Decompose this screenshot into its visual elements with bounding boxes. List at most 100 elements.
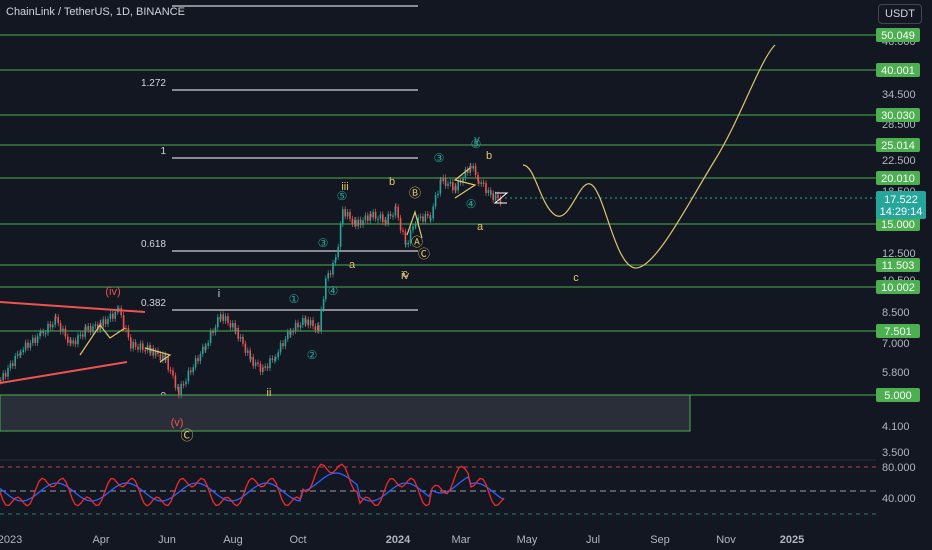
- candle-body: [385, 219, 387, 224]
- triangle-pattern: [79, 323, 126, 356]
- candle-body: [339, 224, 342, 247]
- candle-body: [162, 354, 164, 361]
- candle-body: [455, 186, 457, 191]
- candle-body: [202, 346, 204, 355]
- candle-body: [266, 366, 269, 369]
- osc-tick-label: 40.000: [882, 493, 916, 505]
- candle-body: [244, 343, 247, 353]
- candle-body: [122, 315, 125, 328]
- candle-body: [318, 325, 320, 331]
- candle-body: [478, 181, 480, 184]
- candle-body: [359, 219, 362, 226]
- candle-body: [109, 313, 112, 320]
- candle-body: [494, 194, 497, 201]
- candle-body: [55, 316, 57, 319]
- candle-body: [114, 311, 116, 319]
- candle-body: [104, 319, 107, 325]
- fib-label: 0.382: [141, 298, 166, 309]
- candle-body: [214, 327, 217, 333]
- candle-body: [257, 362, 259, 365]
- candle-body: [409, 230, 412, 243]
- candle-body: [367, 215, 369, 221]
- candle-body: [407, 242, 409, 245]
- wave-label: ④: [466, 197, 477, 211]
- candle-body: [237, 328, 239, 339]
- candle-body: [172, 370, 174, 376]
- candle-body: [364, 215, 367, 221]
- candle-body: [282, 343, 284, 347]
- candle-body: [182, 383, 185, 386]
- candle-body: [447, 183, 449, 186]
- candle-body: [312, 320, 314, 327]
- candle-body: [271, 358, 274, 360]
- candle-body: [404, 231, 407, 245]
- candle-body: [305, 319, 307, 324]
- candle-body: [42, 331, 44, 334]
- candle-body: [490, 193, 492, 195]
- candle-body: [107, 319, 109, 325]
- candle-body: [32, 337, 34, 344]
- candle-body: [47, 323, 49, 333]
- x-tick-label: 2023: [0, 534, 22, 546]
- upper-trendline: [0, 301, 146, 313]
- candle-body: [307, 319, 309, 326]
- wave-label: b: [486, 150, 492, 162]
- candle-body: [36, 336, 39, 343]
- candle-body: [14, 355, 16, 366]
- candle-body: [279, 343, 282, 353]
- level-tag-label: 50.049: [881, 30, 915, 42]
- candle-body: [27, 342, 29, 348]
- candle-body: [199, 354, 202, 362]
- candle-body: [142, 343, 144, 350]
- candle-body: [0, 380, 2, 382]
- candle-body: [154, 350, 157, 356]
- candle-body: [379, 214, 382, 219]
- fib-label: 1: [160, 146, 166, 157]
- candle-body: [102, 319, 104, 327]
- wedge-pattern: [453, 167, 477, 199]
- candle-body: [344, 209, 346, 217]
- candle-body: [329, 273, 332, 275]
- candle-body: [382, 214, 384, 223]
- candle-body: [178, 386, 180, 396]
- candle-body: [150, 347, 152, 353]
- candle-body: [64, 328, 67, 337]
- candle-body: [275, 357, 277, 360]
- price-axis: 46.00034.50028.50022.50018.50012.50010.5…: [876, 0, 932, 550]
- x-tick-label: Oct: [289, 534, 306, 546]
- candle-body: [440, 179, 442, 182]
- wave-label: ⑤: [471, 137, 482, 151]
- wave-label: Ⓒ: [418, 247, 430, 261]
- level-tag: [876, 63, 920, 77]
- candle-body: [118, 308, 120, 310]
- candle-body: [197, 358, 199, 362]
- candle-body: [412, 226, 414, 231]
- candle-body: [89, 326, 92, 333]
- candle-body: [395, 206, 397, 208]
- level-tag-label: 40.001: [881, 65, 915, 77]
- candle-body: [419, 216, 422, 218]
- osc-tick-label: 80.000: [882, 462, 916, 474]
- wave-label: iii: [341, 181, 348, 193]
- candle-body: [464, 169, 467, 179]
- candle-body: [314, 326, 317, 331]
- candle-body: [82, 334, 84, 337]
- candle-body: [397, 207, 399, 218]
- rsi-line: [0, 463, 505, 507]
- candle-body: [174, 375, 177, 388]
- candle-body: [354, 219, 356, 224]
- currency-button[interactable]: USDT: [878, 4, 922, 24]
- candle-body: [427, 214, 429, 216]
- candle-body: [180, 383, 182, 396]
- rsi-ma-line: [0, 472, 505, 502]
- candle-body: [44, 332, 47, 335]
- candle-body: [474, 165, 477, 175]
- level-tag: [876, 28, 920, 42]
- candle-body: [342, 209, 344, 225]
- candle-body: [290, 330, 292, 335]
- wave-label: Ⓒ: [180, 428, 193, 443]
- candle-body: [159, 353, 162, 361]
- candle-body: [205, 345, 207, 350]
